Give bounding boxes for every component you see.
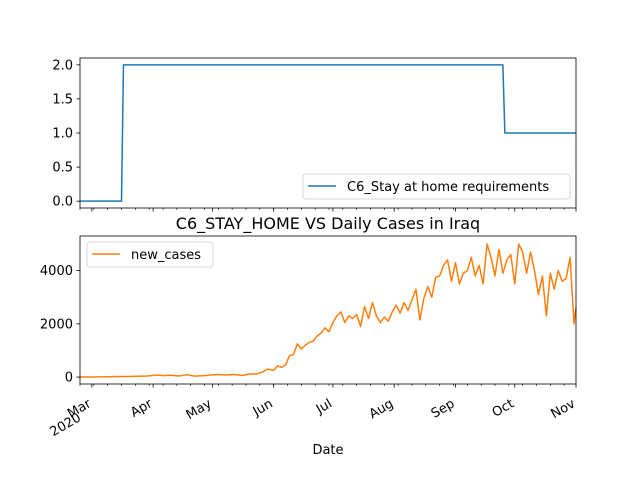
chart-title: C6_STAY_HOME VS Daily Cases in Iraq <box>176 214 480 234</box>
top-legend: C6_Stay at home requirements <box>302 173 571 200</box>
top-series-layer <box>80 64 576 202</box>
top-subplot: 0.0 0.5 1.0 1.5 2.0 C6_Stay at home requirem… <box>52 57 577 212</box>
bottom-axes-frame <box>79 235 577 385</box>
top-ytick-label: 1.5 <box>52 92 73 107</box>
bottom-series-line-0 <box>79 243 577 378</box>
top-x-ticks <box>79 208 577 212</box>
top-ytick-label: 0.5 <box>52 161 73 176</box>
bottom-legend: new_cases <box>86 241 214 268</box>
bottom-legend-box <box>86 241 214 268</box>
bottom-ytick-label: 4000 <box>40 264 73 279</box>
top-y-ticks: 0.0 0.5 1.0 1.5 2.0 <box>52 58 80 210</box>
xtick-label: Jul <box>313 396 335 417</box>
top-legend-label: C6_Stay at home requirements <box>347 180 549 195</box>
bottom-y-ticks: 0 2000 4000 <box>40 264 80 386</box>
x-axis-label: Date <box>312 443 343 458</box>
top-legend-box <box>302 173 571 200</box>
bottom-ytick-label: 2000 <box>40 317 73 332</box>
top-ytick-label: 2.0 <box>52 58 73 73</box>
bottom-ytick-label: 0 <box>65 371 73 386</box>
bottom-series-layer <box>79 243 577 378</box>
bottom-legend-label: new_cases <box>131 248 201 263</box>
top-ytick-label: 1.0 <box>52 127 73 142</box>
top-series-line-0 <box>80 64 576 202</box>
top-ytick-label: 0.0 <box>52 195 73 210</box>
